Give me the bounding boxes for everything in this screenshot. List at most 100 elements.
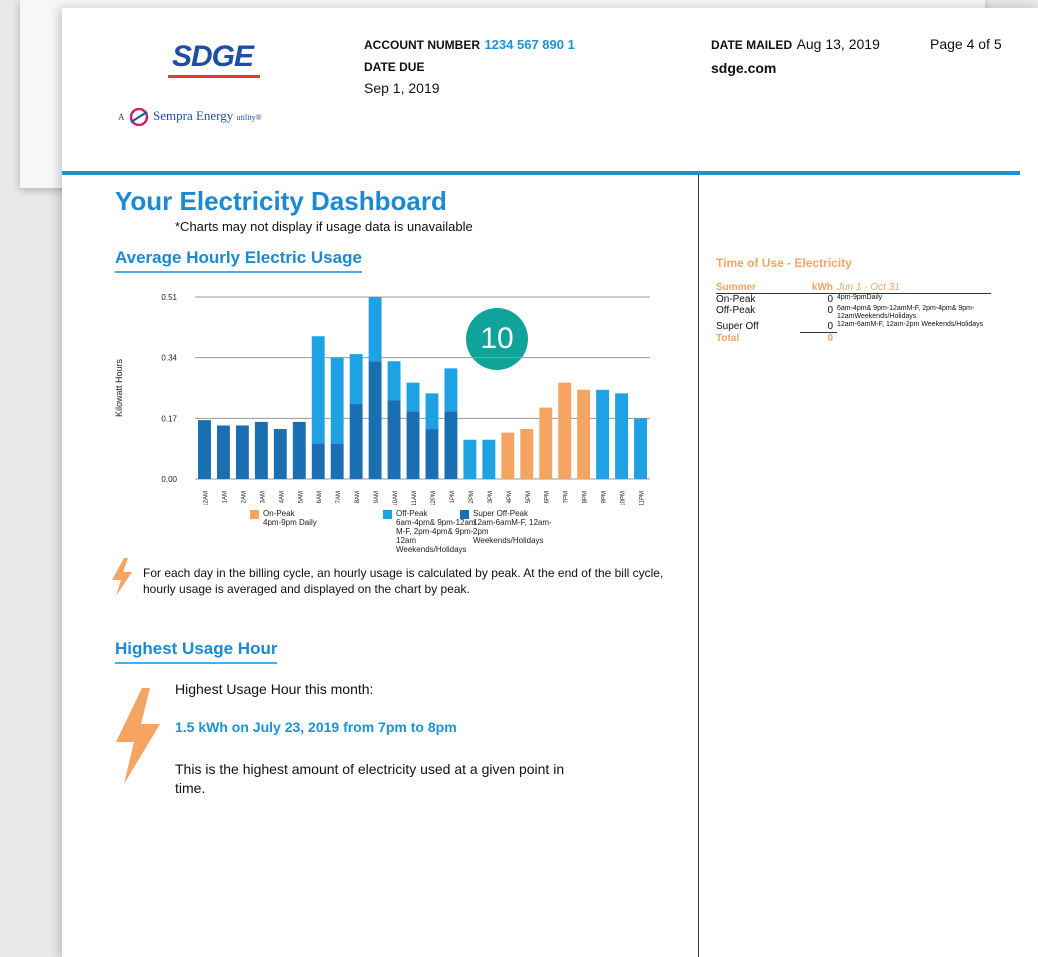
mailed-block: DATE MAILED Aug 13, 2019 sdge.com [711, 36, 880, 76]
tou-row: Super Off 0 12am-6amM-F, 12am-2pm Weekends… [716, 321, 991, 333]
bar-segment [520, 429, 534, 479]
x-tick-label: 6AM [317, 491, 323, 503]
chart-title: Average Hourly Electric Usage [115, 248, 362, 273]
highest-heading: Highest Usage Hour [115, 639, 278, 664]
tou-column-header: kWh [811, 282, 833, 293]
tou-column-header: Jun 1 - Oct 31 [837, 282, 900, 293]
y-axis-label: Kilowatt Hours [114, 358, 124, 417]
x-tick-label: 10AM [393, 491, 399, 505]
bar-segment [558, 382, 572, 479]
date-mailed: Aug 13, 2019 [796, 36, 880, 52]
bar-segment [406, 382, 420, 412]
x-tick-label: 11PM [640, 491, 646, 505]
legend-swatch [383, 510, 392, 519]
x-tick-label: 8PM [583, 491, 589, 503]
note: For each day in the billing cycle, an ho… [143, 566, 664, 596]
usage-chart: Kilowatt Hours 0.00 0.17 0.34 0.51 12AM 1AM 2AM… [114, 293, 650, 505]
account-label: ACCOUNT NUMBER [364, 38, 480, 52]
tou-table: Summer kWh Jun 1 - Oct 31 On-Peak 0 4pm-9pmDa… [716, 282, 991, 344]
lightning-icon-large [116, 688, 160, 784]
bar-segment [330, 443, 344, 479]
x-tick-label: 5PM [526, 491, 532, 503]
x-tick-label: 9PM [602, 491, 608, 503]
account-number: 1234 567 890 1 [484, 37, 575, 52]
legend-name: Off-Peak [396, 509, 428, 518]
tou-total-cell: Total [716, 332, 740, 344]
bar-segment [368, 361, 382, 479]
bar-segment [198, 420, 211, 479]
bar-segment [539, 407, 553, 479]
dashboard-subtitle: *Charts may not display if usage data is… [175, 219, 473, 234]
tou-cell: 12am-6amM-F, 12am-2pm Weekends/Holidays [837, 321, 984, 328]
date-due-label: DATE DUE [364, 60, 425, 74]
tagline-suffix: utility® [236, 113, 262, 122]
lightning-icon [112, 558, 132, 596]
x-tick-label: 7PM [564, 491, 570, 503]
website: sdge.com [711, 60, 777, 76]
bar-segment [463, 439, 477, 479]
tou-cell: On-Peak [716, 294, 756, 305]
bar-segment [235, 425, 249, 479]
x-tick-label: 8AM [355, 491, 361, 503]
bar-segment [311, 443, 325, 479]
tou-row: Off-Peak 0 6am-4pm& 9pm-12amM-F, 2pm-4pm& … [716, 305, 991, 321]
bar-segment [349, 354, 363, 405]
x-tick-label: 5AM [298, 491, 304, 503]
x-tick-label: 3PM [488, 491, 494, 503]
x-tick-label: 6PM [545, 491, 551, 503]
tou-cell: 0 [827, 294, 833, 305]
column-divider [698, 175, 699, 957]
tagline: A Sempra Energy utility® [118, 107, 262, 127]
bar-segment [292, 421, 306, 479]
highest-explanation: This is the highest amount of electricit… [175, 761, 565, 796]
x-tick-label: 7AM [336, 491, 342, 503]
account-block: ACCOUNT NUMBER 1234 567 890 1 DATE DUE S… [364, 36, 575, 96]
date-due: Sep 1, 2019 [364, 80, 440, 96]
legend-text: On-Peak 4pm-9pm Daily [263, 509, 370, 527]
tou-cell: Super Off [716, 321, 759, 332]
bar-segment [368, 297, 382, 362]
bar-segment [311, 336, 325, 444]
bar-segment [216, 425, 230, 479]
tagline-name: Sempra Energy [153, 108, 234, 123]
y-tick-label: 0.51 [161, 293, 177, 302]
page-number: Page 4 of 5 [930, 36, 1002, 52]
bar-segment [425, 429, 439, 479]
x-tick-label: 2AM [241, 491, 247, 503]
bar-segment [387, 361, 401, 401]
bar-segment [596, 389, 610, 479]
tou-row: On-Peak 0 4pm-9pmDaily [716, 294, 991, 305]
legend-swatch [460, 510, 469, 519]
logo: SDGE [172, 40, 254, 73]
y-tick-label: 0.00 [161, 475, 177, 484]
sempra-icon [129, 107, 148, 127]
legend: On-Peak 4pm-9pm Daily Off-Peak 6am-4pm& 9pm… [250, 509, 670, 557]
tou-total-spacer [837, 333, 991, 345]
bar-segment [387, 400, 401, 479]
legend-item: Super Off-Peak 12am-6amM-F, 12am-2pm Week… [460, 509, 560, 545]
step-badge: 10 [466, 308, 528, 370]
bar-segment [254, 421, 268, 479]
legend-text: Off-Peak 6am-4pm& 9pm-12am M-F, 2pm-4pm& … [396, 509, 483, 554]
tou-cell: 0 [827, 305, 833, 316]
bar-segment [330, 357, 344, 444]
x-tick-label: 4AM [279, 491, 285, 503]
tou-cell: 4pm-9pmDaily [837, 294, 883, 301]
x-tick-label: 11AM [412, 491, 418, 505]
tou-title: Time of Use - Electricity [716, 256, 852, 270]
tou-cell: Off-Peak [716, 305, 756, 316]
legend-swatch [250, 510, 259, 519]
tou-header-row: Summer kWh Jun 1 - Oct 31 [716, 282, 991, 294]
x-tick-label: 3AM [260, 491, 266, 503]
legend-text: Super Off-Peak 12am-6amM-F, 12am-2pm Week… [473, 509, 560, 545]
x-tick-label: 12PM [431, 491, 437, 505]
tou-cell: 0 [827, 321, 833, 332]
x-tick-label: 1PM [450, 491, 456, 503]
header-rule [62, 171, 1020, 175]
tou-total-row: Total 0 [716, 332, 991, 345]
legend-name: On-Peak [263, 509, 295, 518]
legend-description: 6am-4pm& 9pm-12am M-F, 2pm-4pm& 9pm-12am… [396, 518, 476, 554]
bar-segment [406, 411, 420, 479]
legend-name: Super Off-Peak [473, 509, 528, 518]
